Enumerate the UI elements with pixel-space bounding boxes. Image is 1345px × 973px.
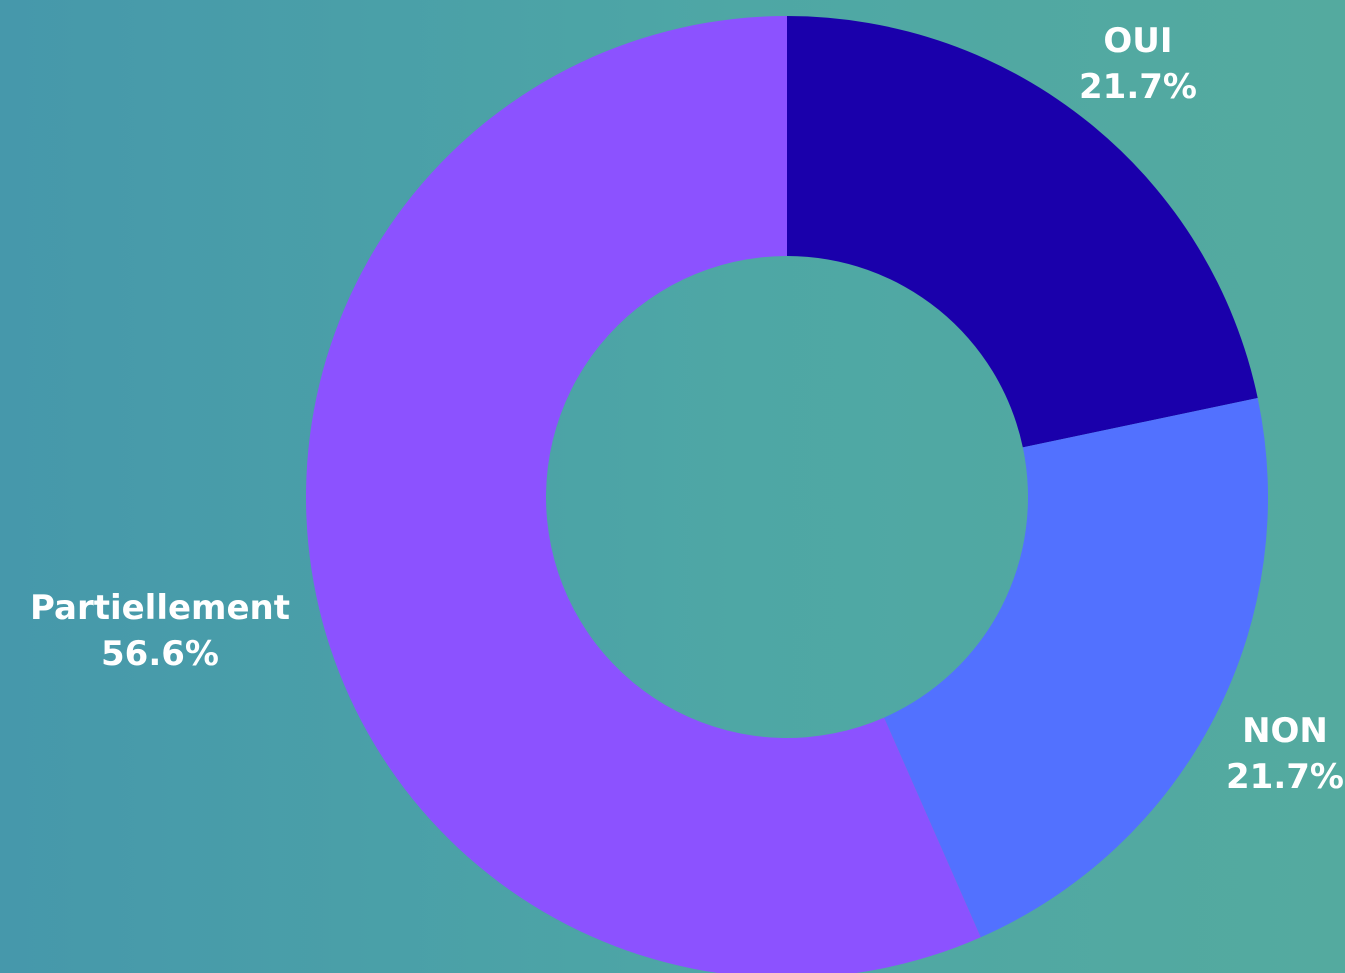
slice-value-partiellement: 56.6% [101, 634, 219, 674]
slice-oui [787, 16, 1258, 448]
slice-value-non: 21.7% [1226, 757, 1344, 797]
slice-partiellement [306, 16, 981, 973]
donut-slices [306, 16, 1268, 973]
slice-category-non: NON [1242, 711, 1328, 751]
slice-non [884, 397, 1268, 938]
slice-value-oui: 21.7% [1079, 67, 1197, 107]
slice-category-partiellement: Partiellement [30, 588, 290, 628]
slice-label-non: NON 21.7% [1226, 708, 1344, 800]
slice-label-partiellement: Partiellement 56.6% [30, 585, 290, 677]
slice-label-oui: OUI 21.7% [1079, 18, 1197, 110]
slice-category-oui: OUI [1103, 21, 1173, 61]
